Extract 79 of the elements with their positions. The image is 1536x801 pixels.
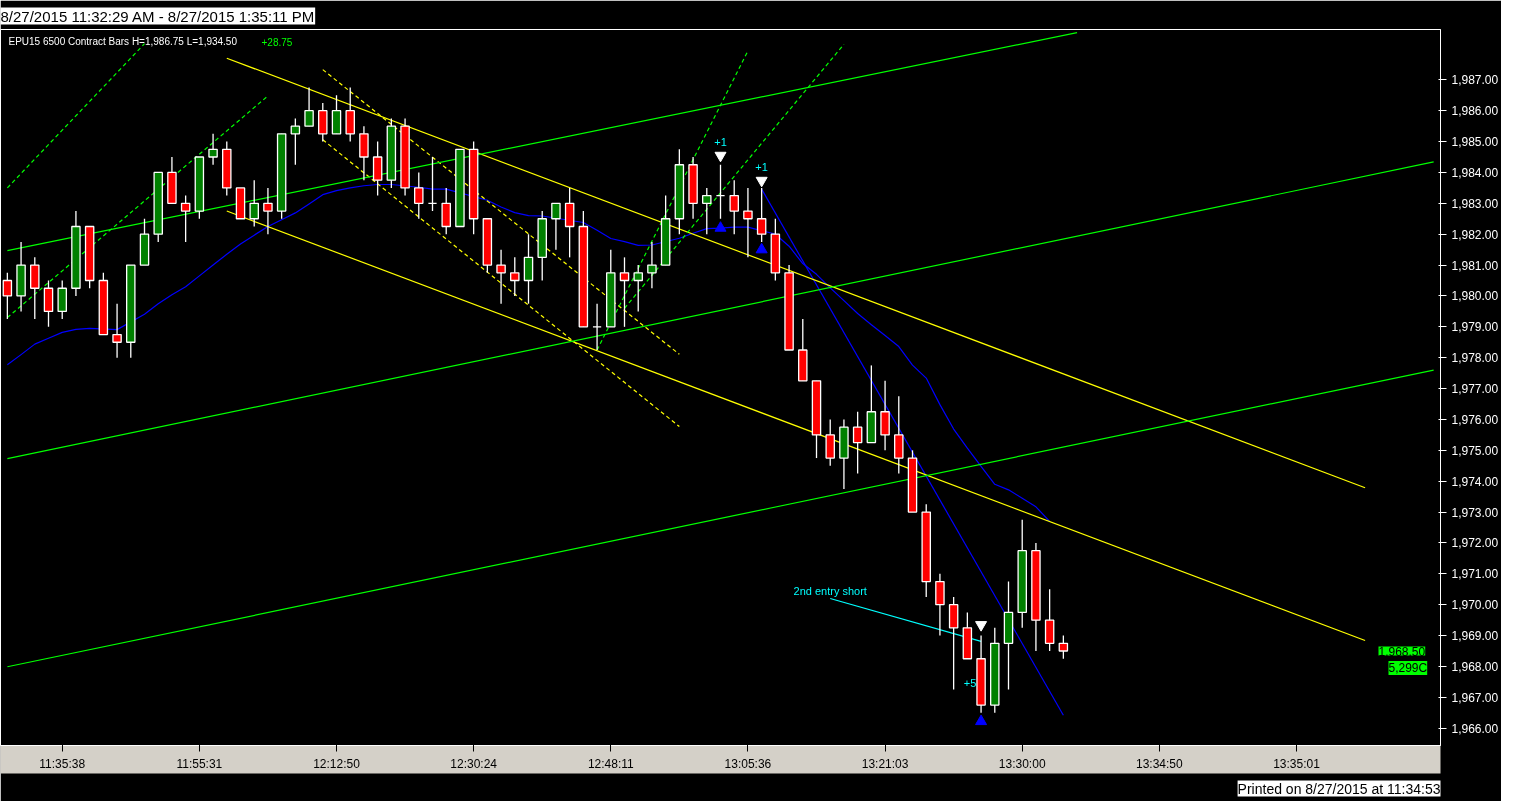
candlestick [57, 279, 67, 320]
x-tick-label: 13:35:01 [1273, 756, 1321, 771]
y-tick-label: 1,985.00 [1451, 135, 1499, 150]
candlestick [43, 279, 54, 328]
y-tick-label: 1,979.00 [1451, 320, 1499, 335]
text: Printed on 8/27/2015 at 11:34:53 [1237, 780, 1441, 797]
annotation: +1 [714, 135, 727, 148]
y-tick-label: 1,984.00 [1451, 165, 1499, 180]
candlestick [496, 248, 506, 305]
annotation: 5,299C [1388, 661, 1428, 675]
y-tick-label: 1,981.00 [1451, 258, 1499, 273]
y-tick-label: 1,987.00 [1451, 73, 1499, 88]
x-tick-label: 13:34:50 [1136, 756, 1184, 771]
y-tick-label: 1,983.00 [1451, 196, 1499, 211]
x-tick-label: 11:35:38 [39, 756, 86, 771]
y-tick-label: 1,967.00 [1451, 690, 1499, 705]
candlestick [304, 86, 314, 127]
annotation: +5 [963, 677, 977, 690]
y-tick-label: 1,977.00 [1451, 382, 1499, 397]
candlestick [551, 202, 561, 251]
candlestick [523, 233, 534, 305]
x-tick-label: 13:21:03 [861, 756, 909, 771]
candlestick [30, 256, 40, 320]
annotation: 1,968.50 [1378, 644, 1426, 659]
candlestick [372, 140, 383, 197]
candlestick [1058, 634, 1069, 660]
annotation: +1 [755, 160, 768, 173]
y-tick-label: 1,971.00 [1451, 567, 1499, 582]
y-tick-label: 1,980.00 [1451, 289, 1499, 304]
candlestick [331, 94, 342, 135]
candlestick [318, 102, 328, 143]
candlestick [852, 411, 863, 475]
x-tick-label: 13:05:36 [724, 756, 772, 771]
annotation: +28.75 [261, 36, 293, 48]
x-tick-label: 12:48:11 [587, 756, 635, 771]
candlestick [702, 187, 712, 235]
y-tick-label: 1,974.00 [1451, 474, 1499, 489]
y-tick-label: 1,972.00 [1451, 536, 1499, 551]
candlestick [935, 573, 945, 637]
candlestick [263, 187, 273, 235]
candlestick [441, 187, 451, 235]
candlestick [249, 179, 259, 228]
candlestick [112, 303, 122, 359]
candlestick [414, 171, 424, 220]
candlestick [290, 117, 301, 166]
y-tick-label: 1,976.00 [1451, 412, 1499, 427]
text: EPU15 6500 Contract Bars H=1,986.75 L=1,934.50 [8, 36, 238, 47]
candlestick [180, 194, 191, 243]
x-tick-label: 13:30:00 [998, 756, 1046, 771]
candlestick [619, 256, 630, 328]
candlestick [2, 272, 13, 320]
candlestick [633, 264, 643, 313]
annotation: 2nd entry short [793, 584, 867, 597]
x-tick-label: 12:12:50 [313, 756, 361, 771]
y-tick-label: 1,986.00 [1451, 104, 1499, 119]
y-tick-label: 1,982.00 [1451, 227, 1499, 242]
candlestick [510, 256, 520, 297]
candlestick [647, 241, 657, 289]
candlestick [948, 596, 959, 691]
x-tick-label: 12:30:24 [450, 756, 498, 771]
candlestick [894, 395, 904, 475]
y-tick-label: 1,969.00 [1451, 629, 1499, 644]
y-tick-label: 1,973.00 [1451, 505, 1499, 520]
y-tick-label: 1,966.00 [1451, 721, 1499, 736]
candlestick [880, 380, 890, 451]
y-tick-label: 1,970.00 [1451, 598, 1499, 613]
candlestick [208, 133, 218, 166]
x-tick-label: 11:55:31 [176, 756, 223, 771]
candlestick [564, 187, 575, 259]
candlestick [359, 125, 369, 181]
candlestick [1044, 588, 1055, 652]
y-tick-label: 1,978.00 [1451, 351, 1499, 366]
chart-title: 8/27/2015 11:32:29 AM - 8/27/2015 1:35:11 PM [0, 7, 315, 25]
candlestick [345, 86, 355, 143]
candlestick [743, 187, 753, 259]
candlestick [825, 418, 835, 467]
y-tick-label: 1,968.00 [1451, 659, 1499, 674]
candlestick [729, 179, 739, 235]
y-tick-label: 1,975.00 [1451, 443, 1499, 458]
